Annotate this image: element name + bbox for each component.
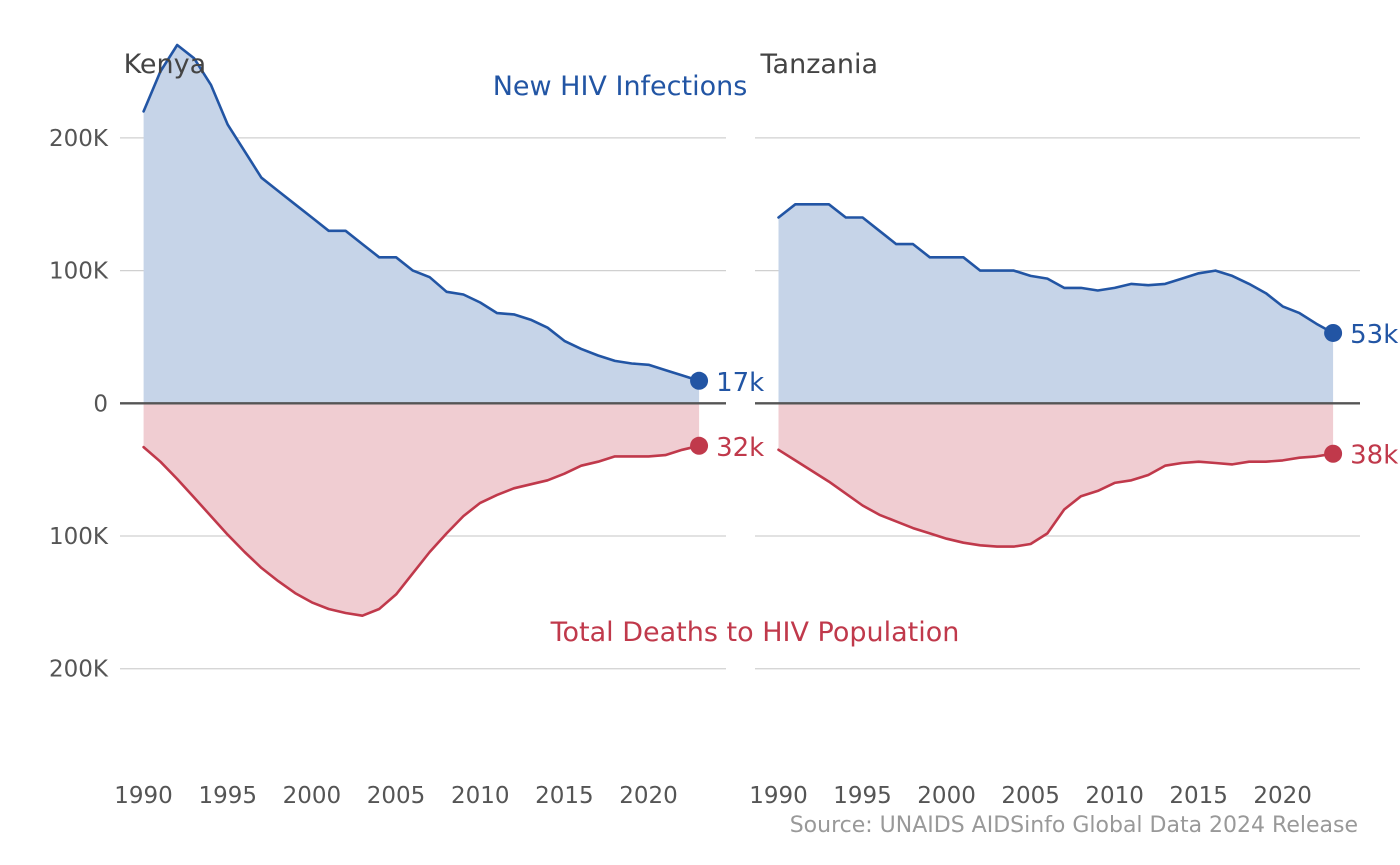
x-tick-label-p0-0: 1990 [114,783,173,809]
infections-line-p0 [142,43,701,383]
deaths-end-point-p1 [1324,444,1343,463]
deaths-end-label-p0: 32k [716,433,764,463]
y-tick-label-1: 100K [49,259,109,285]
deaths-area-p1 [778,403,1334,547]
x-tick-label-p0-6: 2020 [619,783,678,809]
infections-area-p0 [143,45,700,404]
infections-area-p1 [778,204,1334,404]
infections-end-label-p0: 17k [716,368,764,398]
infections-end-point-p0 [690,371,709,390]
x-tick-label-p0-4: 2010 [451,783,510,809]
panel-title-0: Kenya [124,49,207,80]
x-tick-label-p1-3: 2005 [1001,783,1060,809]
deaths-end-point-p0 [690,436,709,455]
x-tick-label-p1-2: 2000 [917,783,976,809]
x-tick-label-p1-5: 2015 [1169,783,1228,809]
infections-end-label-p1: 53k [1350,320,1398,350]
x-tick-label-p0-3: 2005 [367,783,426,809]
deaths-line-p1 [777,448,1335,548]
y-tick-label-3: 100K [49,524,109,550]
x-tick-label-p1-0: 1990 [749,783,808,809]
x-tick-label-p1-6: 2020 [1253,783,1312,809]
panel-title-1: Tanzania [760,49,879,80]
deaths-annotation: Total Deaths to HIV Population [550,617,960,648]
infections-end-point-p1 [1324,323,1343,342]
deaths-area-p0 [143,403,700,616]
deaths-end-label-p1: 38k [1350,441,1398,471]
x-tick-label-p0-1: 1995 [198,783,257,809]
source-caption: Source: UNAIDS AIDSinfo Global Data 2024… [790,813,1358,838]
y-tick-label-0: 200K [49,126,109,152]
infections-line-p1 [777,203,1335,335]
x-tick-label-p0-2: 2000 [283,783,342,809]
x-tick-label-p1-1: 1995 [833,783,892,809]
x-tick-label-p1-4: 2010 [1085,783,1144,809]
deaths-line-p0 [142,444,701,617]
y-tick-label-4: 200K [49,657,109,683]
infections-annotation: New HIV Infections [493,71,748,102]
y-tick-label-2: 0 [93,391,108,417]
x-tick-label-p0-5: 2015 [535,783,594,809]
